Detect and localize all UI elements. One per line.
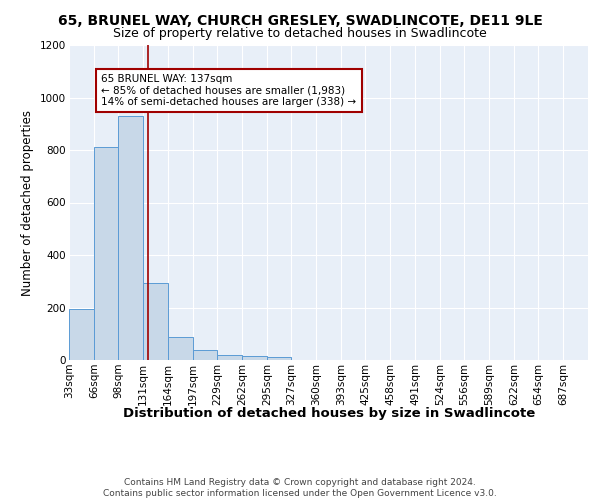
Bar: [267, 358, 291, 360]
Text: Contains HM Land Registry data © Crown copyright and database right 2024.
Contai: Contains HM Land Registry data © Crown c…: [103, 478, 497, 498]
Y-axis label: Number of detached properties: Number of detached properties: [22, 110, 34, 296]
Bar: [217, 355, 242, 360]
Bar: [118, 116, 143, 360]
Text: 65 BRUNEL WAY: 137sqm
← 85% of detached houses are smaller (1,983)
14% of semi-d: 65 BRUNEL WAY: 137sqm ← 85% of detached …: [101, 74, 356, 107]
Bar: [94, 148, 118, 360]
Text: Distribution of detached houses by size in Swadlincote: Distribution of detached houses by size …: [122, 408, 535, 420]
Bar: [143, 282, 168, 360]
Bar: [69, 309, 94, 360]
Bar: [168, 337, 193, 360]
Text: 65, BRUNEL WAY, CHURCH GRESLEY, SWADLINCOTE, DE11 9LE: 65, BRUNEL WAY, CHURCH GRESLEY, SWADLINC…: [58, 14, 542, 28]
Text: Size of property relative to detached houses in Swadlincote: Size of property relative to detached ho…: [113, 28, 487, 40]
Bar: [193, 350, 217, 360]
Bar: [242, 356, 267, 360]
